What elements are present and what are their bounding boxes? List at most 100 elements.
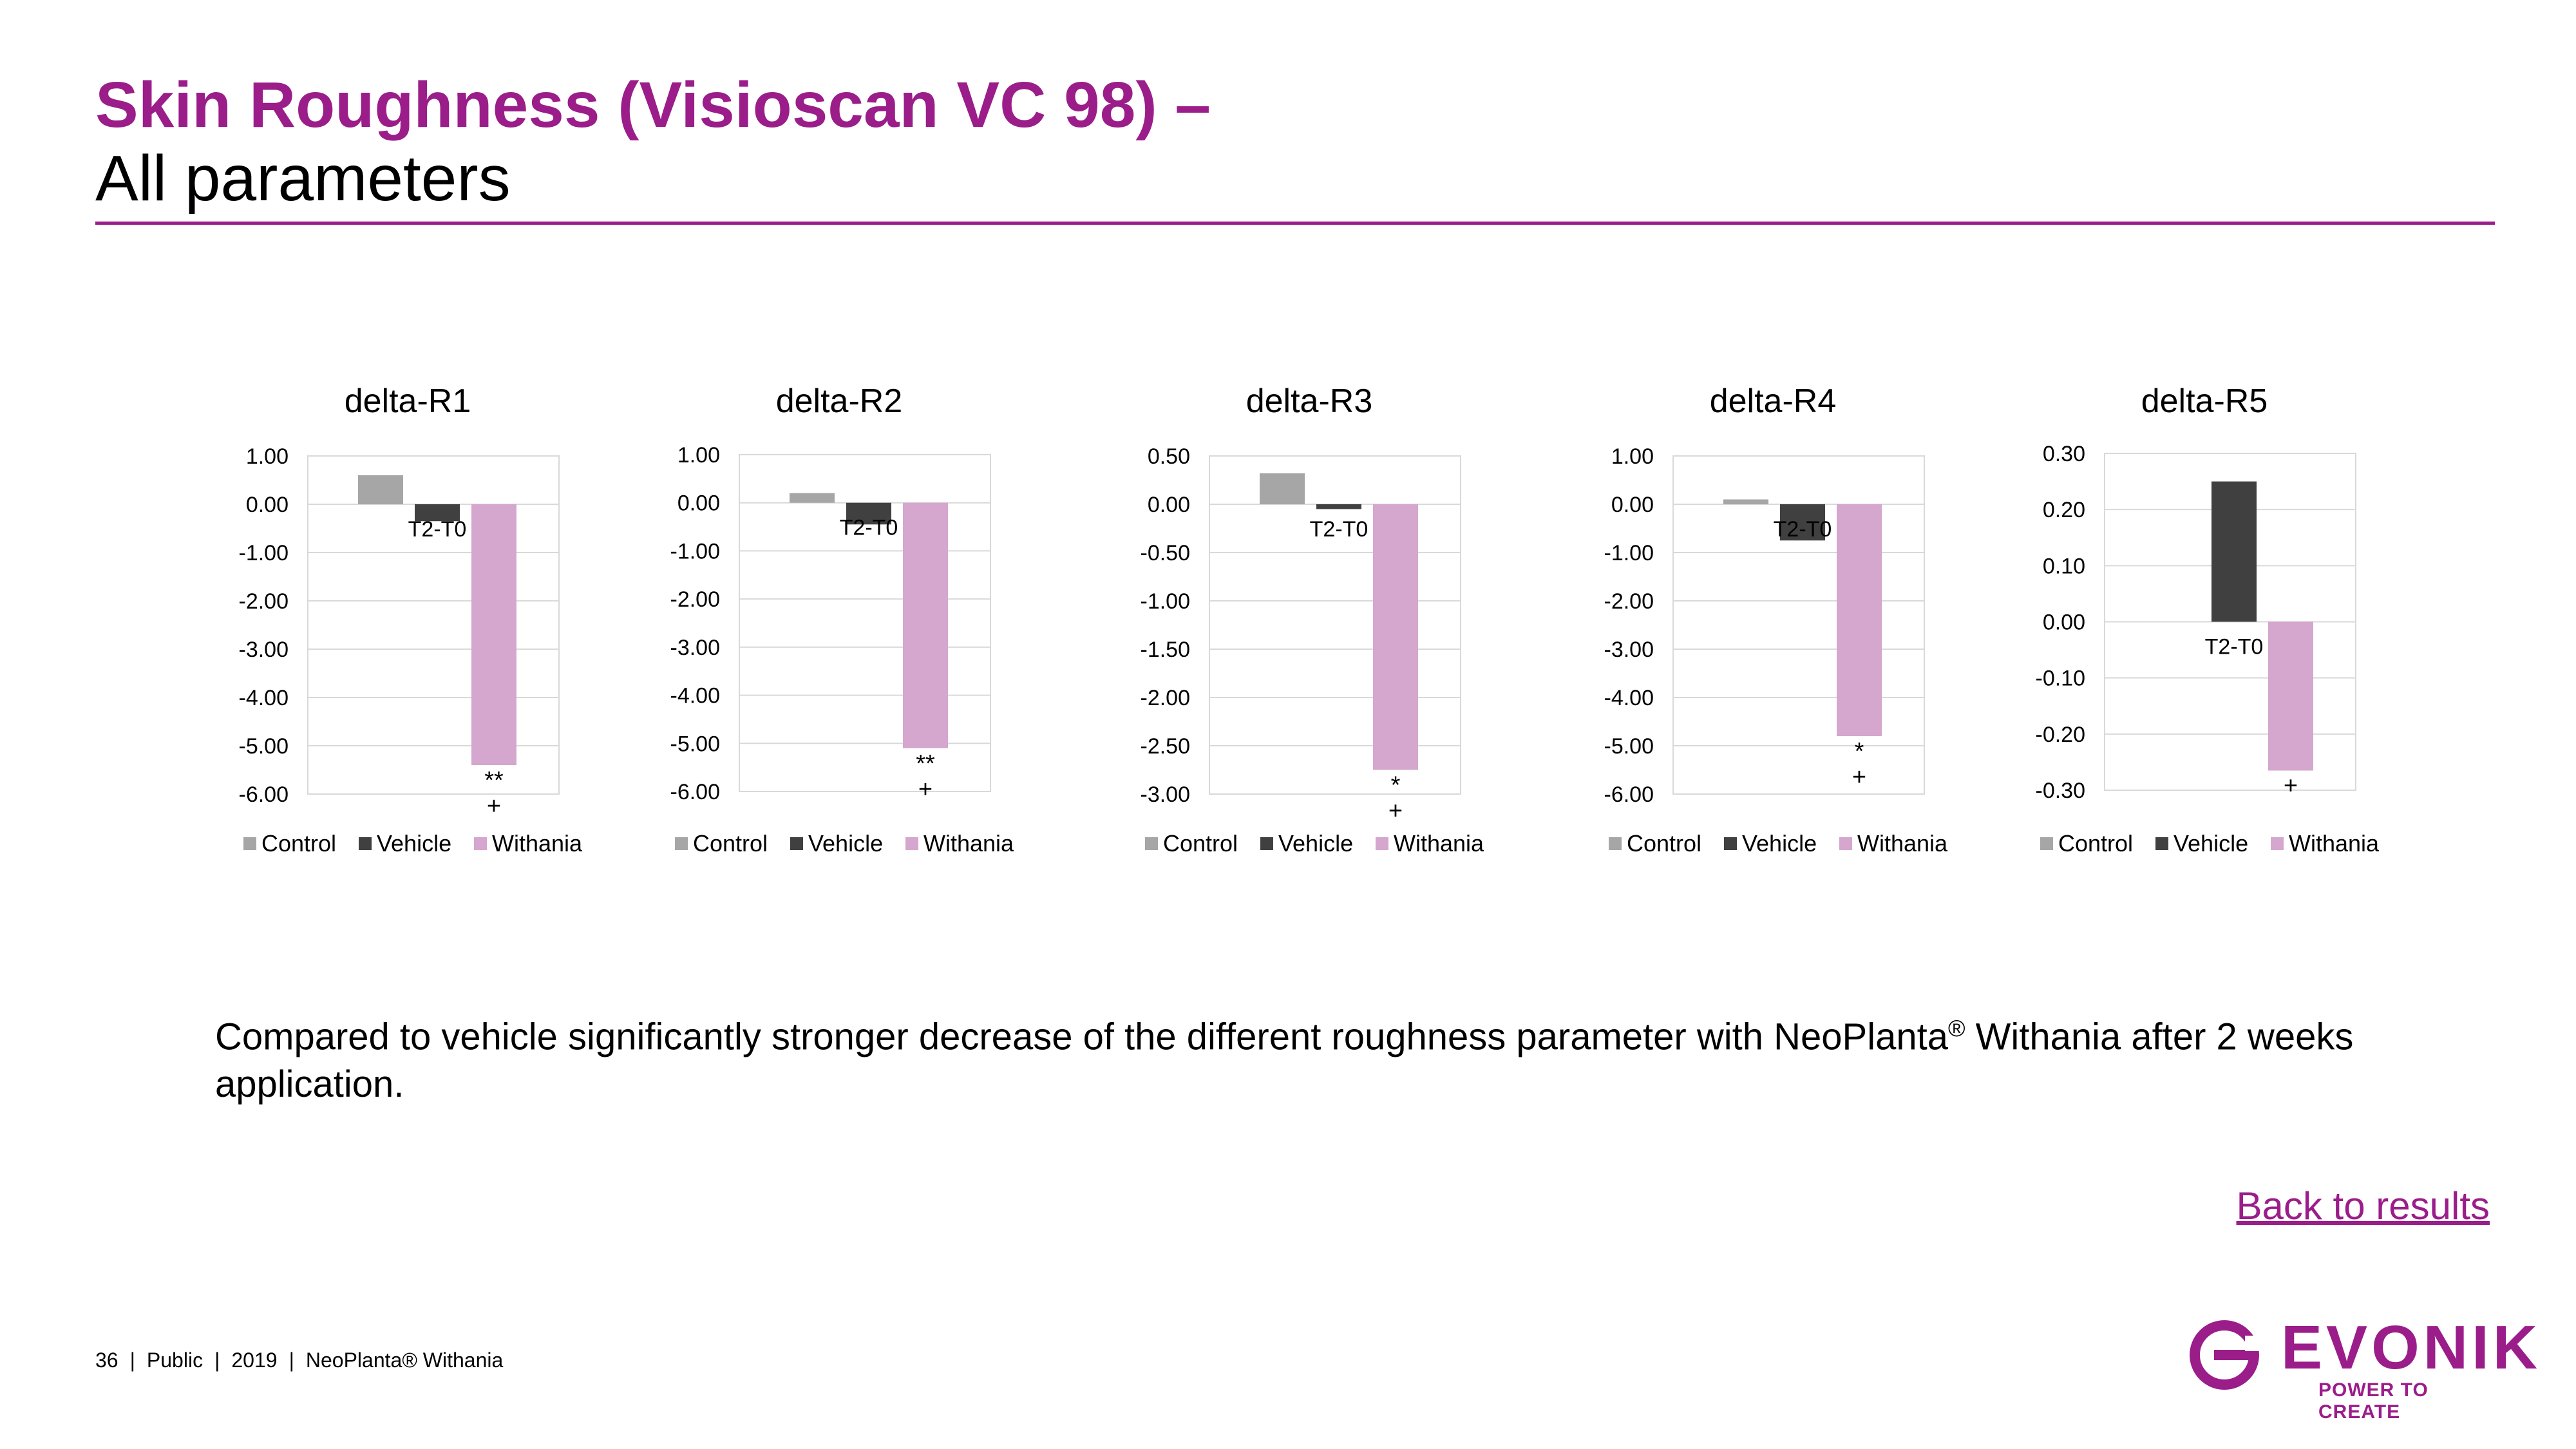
summary-text: Compared to vehicle significantly strong…	[215, 1005, 2405, 1108]
y-tick-label: -3.00	[1604, 638, 1654, 662]
logo-wordmark: EVONIK	[2281, 1313, 2542, 1382]
x-category-label: T2-T0	[408, 517, 467, 542]
bar-vehicle	[846, 502, 891, 525]
bar-vehicle	[415, 504, 460, 522]
legend-swatch-withania	[474, 837, 487, 850]
legend-swatch-control	[675, 837, 688, 850]
bar-withania	[1837, 504, 1882, 736]
bar-withania	[471, 504, 516, 765]
footer-page-number: 36	[95, 1349, 118, 1372]
legend-label-withania: Withania	[923, 830, 1014, 857]
significance-marker: +	[918, 776, 933, 803]
legend-swatch-withania	[1376, 837, 1388, 850]
y-tick-label: 0.00	[246, 493, 289, 517]
y-tick-label: 0.30	[2043, 442, 2085, 466]
chart-2: delta-R2 1.00 0.00 -1.00 -2.00 -3.00 -4.00 -5.0…	[670, 383, 1015, 857]
y-tick-label: -2.00	[1141, 686, 1191, 710]
chart-title: delta-R5	[2141, 383, 2268, 420]
significance-marker: +	[1852, 764, 1866, 791]
legend-swatch-control	[2040, 837, 2053, 850]
plot-area	[739, 454, 991, 792]
bar-withania	[903, 502, 948, 748]
chart-3: delta-R3 0.50 0.00 -0.50 -1.00 -1.50 -2.00 -2.5…	[1141, 383, 1485, 857]
significance-marker: +	[487, 793, 501, 820]
bar-control	[358, 475, 403, 504]
y-tick-label: -0.20	[2036, 723, 2086, 747]
y-tick-label: -1.50	[1141, 638, 1191, 662]
charts-area: delta-R1 1.00 0.00 -1.00 -2.00 -3.00 -4.00 -5.0…	[239, 383, 2380, 857]
y-tick-label: -2.00	[239, 589, 289, 614]
significance-marker: +	[1388, 798, 1403, 825]
chart-title: delta-R4	[1710, 383, 1837, 420]
y-tick-label: -1.00	[1141, 589, 1191, 614]
bar-vehicle	[1780, 504, 1825, 541]
chart-4: delta-R4 1.00 0.00 -1.00 -2.00 -3.00 -4.00 -5.0…	[1604, 383, 1949, 857]
legend-label-control: Control	[693, 830, 768, 857]
logo-tagline: POWER TO CREATE	[2318, 1379, 2429, 1423]
x-category-label: T2-T0	[1310, 517, 1368, 542]
legend-label-control: Control	[2058, 830, 2133, 857]
y-tick-label: -6.00	[239, 782, 289, 807]
y-tick-label: -0.50	[1141, 541, 1191, 565]
legend-label-withania: Withania	[1857, 830, 1948, 857]
footer-year: 2019	[231, 1349, 278, 1372]
y-tick-label: -1.00	[670, 539, 721, 564]
evonik-logo-icon	[2190, 1320, 2263, 1390]
back-to-results-link[interactable]: Back to results	[2236, 1184, 2490, 1227]
bar-vehicle	[2211, 481, 2257, 622]
legend-label-vehicle: Vehicle	[2174, 830, 2248, 857]
legend-label-control: Control	[1627, 830, 1701, 857]
summary-text-part2: Withania after 2 weeks application.	[215, 1016, 2354, 1106]
registered-mark: ®	[1947, 1015, 1965, 1041]
bar-control	[1260, 473, 1305, 504]
plot-area	[307, 455, 560, 795]
bar-vehicle	[1316, 504, 1361, 509]
y-tick-label: 0.00	[1148, 493, 1190, 517]
legend-label-withania: Withania	[492, 830, 583, 857]
footer-separator: |	[129, 1349, 135, 1372]
plot-area	[1209, 455, 1461, 795]
bar-withania	[2268, 621, 2313, 771]
y-tick-label: -0.30	[2036, 779, 2086, 803]
legend-swatch-withania	[2271, 837, 2284, 850]
y-tick-label: -6.00	[670, 780, 721, 804]
y-tick-label: -5.00	[670, 732, 721, 756]
evonik-logo: EVONIK POWER TO CREATE	[2186, 1312, 2537, 1423]
y-tick-label: -1.00	[1604, 541, 1654, 565]
y-tick-label: -3.00	[239, 638, 289, 662]
y-tick-label: 0.00	[1611, 493, 1654, 517]
bar-control	[1723, 499, 1768, 504]
footer-product: NeoPlanta® Withania	[305, 1349, 504, 1372]
footer-separator: |	[214, 1349, 220, 1372]
legend-label-vehicle: Vehicle	[377, 830, 451, 857]
footer-separator: |	[289, 1349, 294, 1372]
legend-swatch-control	[1609, 837, 1622, 850]
legend-swatch-withania	[1839, 837, 1852, 850]
chart-title: delta-R2	[776, 383, 903, 420]
chart-title: delta-R1	[345, 383, 471, 420]
y-tick-label: -2.00	[670, 587, 721, 612]
legend-label-vehicle: Vehicle	[808, 830, 883, 857]
summary-text-part1: Compared to vehicle significantly strong…	[215, 1016, 1948, 1058]
legend-label-vehicle: Vehicle	[1742, 830, 1817, 857]
legend-swatch-withania	[905, 837, 918, 850]
significance-marker: +	[2284, 772, 2298, 799]
legend-swatch-vehicle	[1260, 837, 1273, 850]
footer: 36 | Public | 2019 | NeoPlanta® Withania	[95, 1349, 515, 1372]
title-divider	[95, 222, 2495, 225]
x-category-label: T2-T0	[840, 516, 898, 540]
y-tick-label: -3.00	[1141, 782, 1191, 807]
chart-1: delta-R1 1.00 0.00 -1.00 -2.00 -3.00 -4.00 -5.0…	[239, 383, 583, 857]
y-tick-label: 0.10	[2043, 554, 2085, 578]
plot-area	[1672, 455, 1925, 795]
significance-marker: *	[1855, 738, 1864, 765]
legend-swatch-vehicle	[359, 837, 372, 850]
legend-swatch-vehicle	[790, 837, 803, 850]
legend-swatch-control	[1145, 837, 1158, 850]
significance-marker: **	[484, 767, 504, 794]
y-tick-label: -2.00	[1604, 589, 1654, 614]
bar-withania	[1373, 504, 1418, 770]
legend-label-withania: Withania	[1394, 830, 1484, 857]
page-title-line1: Skin Roughness (Visioscan VC 98) –	[95, 69, 1211, 141]
y-tick-label: -3.00	[670, 636, 721, 660]
